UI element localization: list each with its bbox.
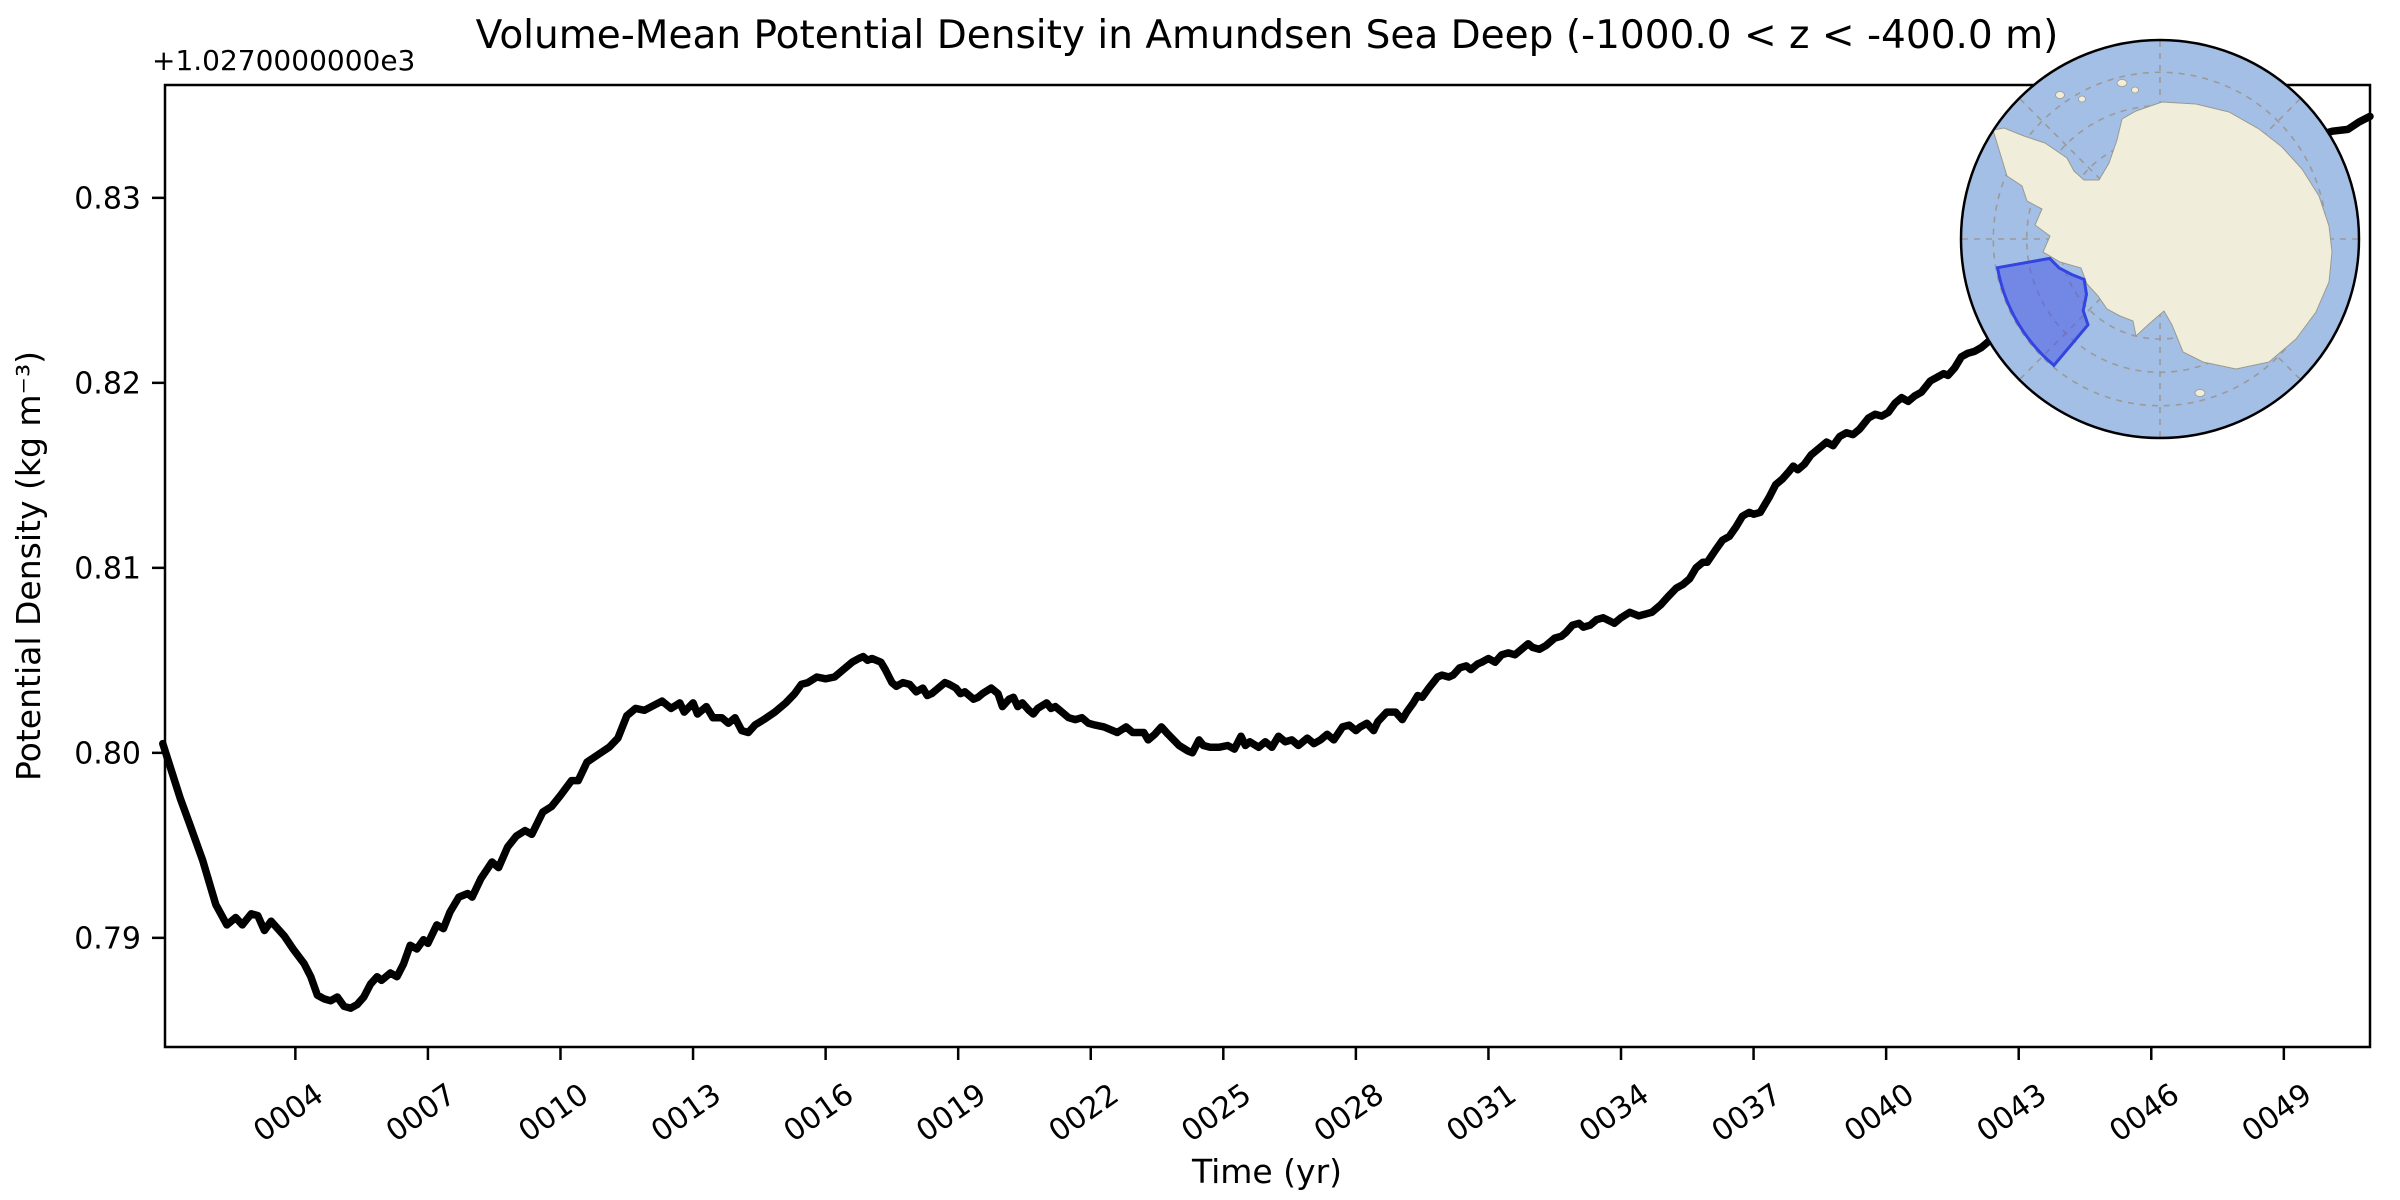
- inset-map: [1959, 38, 2361, 440]
- antarctica-landmass: [1992, 101, 2333, 370]
- x-tick-label: 0034: [1573, 1077, 1656, 1149]
- x-tick-label: 0019: [910, 1077, 993, 1149]
- x-tick-label: 0007: [380, 1077, 463, 1149]
- map-border: [1959, 38, 2361, 440]
- island: [2116, 79, 2128, 87]
- x-axis-label: Time (yr): [1191, 1152, 1342, 1191]
- graticule-meridian: [2018, 97, 2161, 240]
- x-tick-label: 0013: [645, 1077, 728, 1149]
- y-tick-label: 0.83: [74, 181, 141, 216]
- y-tick-label: 0.80: [74, 736, 141, 771]
- x-tick-label: 0037: [1706, 1077, 1789, 1149]
- data-line-layer: [159, 112, 2374, 1012]
- island: [2078, 95, 2086, 103]
- x-tick-label: 0022: [1043, 1077, 1126, 1149]
- x-tick-label: 0025: [1175, 1077, 1258, 1149]
- potential-density-line: [159, 112, 2374, 1012]
- x-tick-label: 0040: [1838, 1077, 1921, 1149]
- y-tick-label: 0.82: [74, 366, 141, 401]
- amundsen-sea-region-highlight: [1995, 256, 2090, 368]
- y-axis-label: Potential Density (kg m⁻³): [9, 351, 48, 781]
- x-tick-label: 0028: [1308, 1077, 1391, 1149]
- x-tick-label: 0043: [1971, 1077, 2054, 1149]
- y-tick-label: 0.79: [74, 921, 141, 956]
- x-tick-label: 0031: [1440, 1077, 1523, 1149]
- y-axis-offset-text: +1.0270000000e3: [152, 44, 415, 77]
- chart-title: Volume-Mean Potential Density in Amundse…: [476, 13, 2059, 58]
- x-tick-label: 0049: [2236, 1077, 2319, 1149]
- y-tick-label: 0.81: [74, 551, 141, 586]
- plot-spines: [163, 83, 2372, 1049]
- x-tick-label: 0016: [778, 1077, 861, 1149]
- x-tick-label: 0010: [512, 1077, 595, 1149]
- island: [2131, 86, 2139, 94]
- island: [2055, 91, 2065, 99]
- x-tick-label: 0046: [2103, 1077, 2186, 1149]
- island: [2194, 389, 2206, 397]
- graticule-meridian: [2018, 238, 2161, 381]
- x-tick-label: 0004: [247, 1077, 330, 1149]
